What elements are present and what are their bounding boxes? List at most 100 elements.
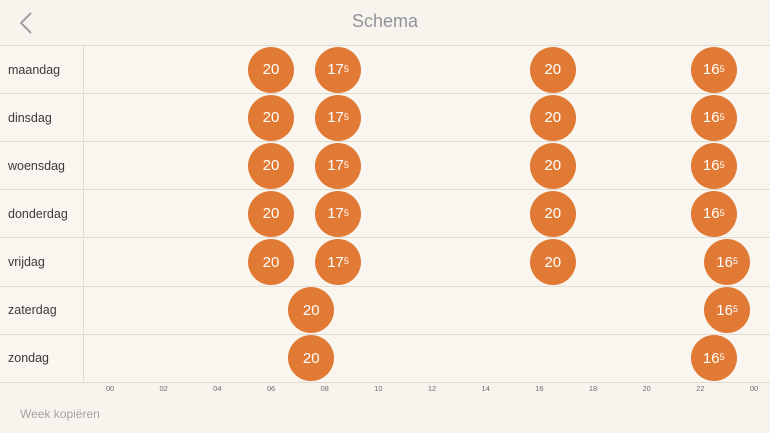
setpoint-temp: 20 <box>544 253 562 271</box>
footer-bar: Week kopiëren <box>0 397 770 433</box>
time-tick-label: 12 <box>427 384 437 393</box>
time-tick-label: 10 <box>374 384 383 393</box>
schedule-grid: maandag 20 17 5 20 16 5 dinsdag 20 17 5 20 16 5 woensd… <box>0 46 770 383</box>
day-track[interactable]: 20 16 5 <box>84 335 770 382</box>
setpoint-temp: 16 <box>702 109 720 127</box>
day-track[interactable]: 20 17 5 20 16 5 <box>84 190 770 237</box>
day-track[interactable]: 20 16 5 <box>84 287 770 334</box>
day-row[interactable]: maandag 20 17 5 20 16 5 <box>0 46 770 94</box>
setpoint-temp: 16 <box>716 301 733 319</box>
setpoint-temp-decimal: 5 <box>719 159 725 170</box>
day-track[interactable]: 20 17 5 20 16 5 <box>84 94 770 141</box>
setpoint-temp-decimal: 5 <box>343 256 349 267</box>
time-tick-label: 02 <box>159 384 168 393</box>
setpoint-bubble[interactable]: 16 5 <box>704 287 751 334</box>
time-tick-label: 08 <box>320 384 329 393</box>
time-tick-label: 16 <box>535 384 544 393</box>
setpoint-temp: 20 <box>262 253 280 271</box>
setpoint-temp: 20 <box>544 109 562 127</box>
setpoint-bubble[interactable]: 20 <box>248 239 294 286</box>
setpoint-temp: 16 <box>702 61 720 78</box>
setpoint-temp-decimal: 5 <box>719 63 725 74</box>
setpoint-temp: 17 <box>327 205 344 223</box>
setpoint-temp: 20 <box>544 157 562 175</box>
day-label: vrijdag <box>0 238 84 286</box>
header-bar: Schema <box>0 0 770 46</box>
setpoint-temp-decimal: 5 <box>732 304 738 315</box>
back-button[interactable] <box>12 9 40 37</box>
time-tick-label: 00 <box>749 384 759 393</box>
day-row[interactable]: donderdag 20 17 5 20 16 5 <box>0 190 770 239</box>
day-label: woensdag <box>0 142 84 190</box>
day-row[interactable]: vrijdag 20 17 5 20 16 5 <box>0 238 770 287</box>
setpoint-bubble[interactable]: 16 5 <box>690 335 737 382</box>
time-tick-label: 04 <box>213 384 222 393</box>
time-tick-label: 18 <box>588 384 598 393</box>
setpoint-temp: 17 <box>327 157 344 175</box>
setpoint-bubble[interactable]: 20 <box>529 239 576 286</box>
day-track[interactable]: 20 17 5 20 16 5 <box>84 46 770 93</box>
day-row[interactable]: woensdag 20 17 5 20 16 5 <box>0 142 770 191</box>
setpoint-bubble[interactable]: 17 5 <box>315 94 362 141</box>
setpoint-temp-decimal: 5 <box>343 207 349 218</box>
setpoint-temp: 16 <box>702 157 720 175</box>
setpoint-temp: 16 <box>716 253 733 271</box>
setpoint-bubble[interactable]: 20 <box>529 46 576 93</box>
page-title: Schema <box>351 11 419 31</box>
setpoint-temp-decimal: 5 <box>719 111 725 122</box>
setpoint-bubble[interactable]: 20 <box>248 94 294 141</box>
time-tick-label: 06 <box>266 384 276 393</box>
day-row[interactable]: zondag 20 16 5 <box>0 334 770 383</box>
day-label: zondag <box>0 334 84 382</box>
setpoint-temp-decimal: 5 <box>343 63 349 74</box>
setpoint-temp-decimal: 5 <box>343 159 349 170</box>
day-track[interactable]: 20 17 5 20 16 5 <box>84 142 770 189</box>
day-label: donderdag <box>0 190 84 238</box>
time-axis: 00 02 04 06 08 10 12 14 16 18 20 22 00 <box>84 383 770 397</box>
setpoint-bubble[interactable]: 16 5 <box>704 239 751 286</box>
setpoint-bubble[interactable]: 17 5 <box>315 190 362 237</box>
setpoint-temp: 17 <box>327 253 344 271</box>
setpoint-temp: 20 <box>544 61 562 78</box>
setpoint-bubble[interactable]: 16 5 <box>690 46 737 93</box>
setpoint-temp: 17 <box>327 61 344 78</box>
day-track[interactable]: 20 17 5 20 16 5 <box>84 239 770 286</box>
setpoint-temp: 20 <box>262 205 280 223</box>
chevron-left-icon <box>19 12 32 34</box>
day-label: maandag <box>0 46 84 93</box>
time-tick-label: 22 <box>696 384 705 393</box>
setpoint-bubble[interactable]: 20 <box>248 190 294 237</box>
setpoint-bubble[interactable]: 20 <box>288 335 335 382</box>
setpoint-temp: 20 <box>262 61 280 78</box>
setpoint-bubble[interactable]: 20 <box>529 190 576 237</box>
day-row[interactable]: zaterdag 20 16 5 <box>0 286 770 335</box>
setpoint-temp: 20 <box>262 157 280 175</box>
setpoint-bubble[interactable]: 20 <box>529 142 576 189</box>
setpoint-temp: 20 <box>544 205 562 223</box>
day-row[interactable]: dinsdag 20 17 5 20 16 5 <box>0 94 770 143</box>
setpoint-temp-decimal: 5 <box>732 256 738 267</box>
day-label: dinsdag <box>0 94 84 142</box>
setpoint-bubble[interactable]: 17 5 <box>315 46 362 93</box>
setpoint-temp: 20 <box>302 301 320 319</box>
setpoint-temp: 20 <box>302 349 320 367</box>
setpoint-bubble[interactable]: 20 <box>529 94 576 141</box>
setpoint-temp: 16 <box>702 205 720 223</box>
time-tick-label: 20 <box>642 384 651 393</box>
setpoint-bubble[interactable]: 17 5 <box>315 142 362 189</box>
setpoint-bubble[interactable]: 20 <box>248 46 294 93</box>
setpoint-bubble[interactable]: 16 5 <box>690 142 737 189</box>
setpoint-bubble[interactable]: 20 <box>288 287 335 334</box>
setpoint-bubble[interactable]: 17 5 <box>315 239 362 286</box>
copy-week-button[interactable]: Week kopiëren <box>20 407 100 421</box>
setpoint-bubble[interactable]: 16 5 <box>690 94 737 141</box>
setpoint-temp-decimal: 5 <box>719 207 725 218</box>
setpoint-temp-decimal: 5 <box>719 352 725 363</box>
time-tick-label: 00 <box>105 384 115 393</box>
setpoint-bubble[interactable]: 20 <box>248 142 294 189</box>
setpoint-temp: 20 <box>262 109 280 127</box>
setpoint-temp: 16 <box>702 349 720 367</box>
setpoint-temp-decimal: 5 <box>343 111 349 122</box>
setpoint-temp: 17 <box>327 109 344 127</box>
setpoint-bubble[interactable]: 16 5 <box>690 190 737 237</box>
